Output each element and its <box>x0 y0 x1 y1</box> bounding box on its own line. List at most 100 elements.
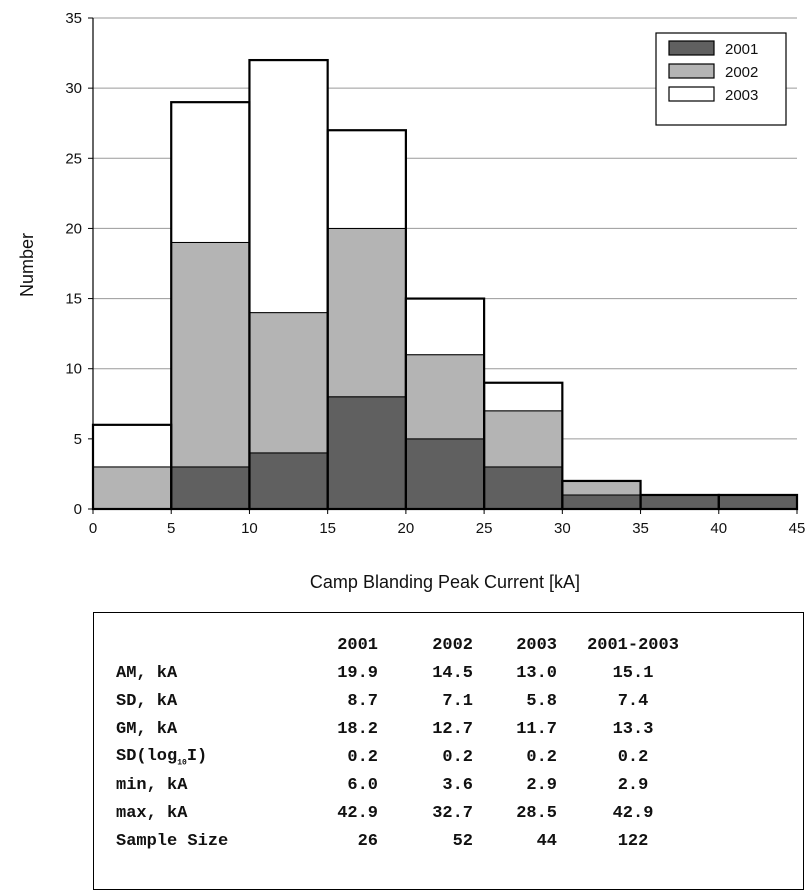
stats-cell-2002: 0.2 <box>442 747 473 767</box>
stats-row-label-text: max, kA <box>116 803 188 823</box>
bar-2001-bin-30-35 <box>561 494 642 510</box>
x-tick-label: 35 <box>632 520 649 537</box>
stats-cell-2001-2003: 7.4 <box>617 691 649 711</box>
bar-2002-bin-5-10 <box>170 241 250 468</box>
bar-2003-bin-10-15 <box>248 59 329 314</box>
stats-cell-2003: 2.9 <box>526 775 557 795</box>
stats-row-label: SD, kA <box>116 687 298 715</box>
stats-cell-2003: 5.8 <box>526 691 557 711</box>
stats-grid: 2001 2002 2003 2001-2003 AM, kA 19.9 14.5 1… <box>116 631 709 855</box>
stats-row-label-subscript: 10 <box>177 758 187 768</box>
stats-cell-2001: 19.9 <box>337 663 378 683</box>
stats-body: AM, kA 19.9 14.5 13.0 15.1 SD, kA 8.7 7.1 5.8 7.4… <box>116 659 709 855</box>
legend-label-2003: 2003 <box>725 87 758 104</box>
stats-cell-2001: 42.9 <box>337 803 378 823</box>
bar-2001-bin-25-30 <box>483 466 563 510</box>
y-tick-labels: 0 5 10 15 20 25 30 35 <box>65 10 82 518</box>
legend-swatch-2002 <box>668 63 715 79</box>
legend-label-2001: 2001 <box>725 41 758 58</box>
stats-cell-2001-2003: 13.3 <box>612 719 654 739</box>
stats-cell-2003: 44 <box>536 831 557 851</box>
stats-cell-2001-2003: 15.1 <box>612 663 654 683</box>
stats-row-label: max, kA <box>116 799 298 827</box>
stats-header-2001: 2001 <box>337 635 378 655</box>
stats-cell-2002: 52 <box>452 831 473 851</box>
x-tick-label: 0 <box>89 520 97 537</box>
bar-2001-bin-20-25 <box>405 438 485 510</box>
stats-cell-2001: 18.2 <box>337 719 378 739</box>
x-tick-labels: 0 5 10 15 20 25 30 35 40 45 <box>89 520 806 537</box>
stats-cell-2001: 0.2 <box>347 747 378 767</box>
stats-cell-2003: 28.5 <box>516 803 557 823</box>
stats-row-label-text: SD(log <box>116 746 178 766</box>
stats-cell-2001-2003: 122 <box>617 831 649 851</box>
y-tick-label: 10 <box>65 361 82 378</box>
x-tick-label: 20 <box>398 520 415 537</box>
legend: 2001 2002 2003 <box>655 32 787 126</box>
stats-row-label: SD(log10I) <box>116 743 298 771</box>
bar-2001-bin-40-45 <box>718 494 798 510</box>
stats-row-label-text: min, kA <box>116 775 188 795</box>
stats-header-row: 2001 2002 2003 2001-2003 <box>116 631 709 659</box>
x-tick-label: 10 <box>241 520 258 537</box>
stats-cell-2003: 11.7 <box>516 719 557 739</box>
stats-cell-2001-2003: 0.2 <box>617 747 649 767</box>
x-tick-label: 40 <box>710 520 727 537</box>
x-tick-label: 30 <box>554 520 571 537</box>
stats-header-all: 2001-2003 <box>587 635 679 655</box>
stats-cell-2002: 12.7 <box>432 719 473 739</box>
y-tick-label: 25 <box>65 150 82 167</box>
stats-cell-2001: 8.7 <box>347 691 378 711</box>
stats-cell-2001: 6.0 <box>347 775 378 795</box>
stats-row-label-text: SD, kA <box>116 691 178 711</box>
stats-row: max, kA 42.9 32.7 28.5 42.9 <box>116 799 709 827</box>
bar-2003-bin-0-5 <box>92 424 172 468</box>
y-axis-title: Number <box>17 233 37 297</box>
bar-2002-bin-30-35 <box>561 480 642 496</box>
stats-row-label: AM, kA <box>116 659 298 687</box>
histogram-chart: 0 5 10 15 20 25 30 35 40 45 0 5 10 15 20 25 30 35 Camp B… <box>17 10 806 592</box>
bar-2003-bin-25-30 <box>483 382 563 412</box>
bar-2003-bin-15-20 <box>327 129 407 229</box>
stats-row: SD, kA 8.7 7.1 5.8 7.4 <box>116 687 709 715</box>
bar-2001-bin-35-40 <box>640 494 720 510</box>
stats-row: Sample Size 26 52 44 122 <box>116 827 709 855</box>
bar-2002-bin-0-5 <box>92 466 172 510</box>
stats-cell-2002: 14.5 <box>432 663 473 683</box>
y-tick-label: 30 <box>65 80 82 97</box>
stats-row-label-text: AM, kA <box>116 663 178 683</box>
x-tick-label: 45 <box>789 520 806 537</box>
bar-2003-bin-20-25 <box>405 298 485 356</box>
bar-2003-bin-5-10 <box>170 101 250 243</box>
stats-cell-2002: 7.1 <box>442 691 473 711</box>
stats-row-label: min, kA <box>116 771 298 799</box>
y-tick-label: 15 <box>65 291 82 308</box>
y-tick-label: 35 <box>65 10 82 27</box>
bar-2002-bin-25-30 <box>483 410 563 468</box>
y-tick-label: 20 <box>65 220 82 237</box>
stats-row: AM, kA 19.9 14.5 13.0 15.1 <box>116 659 709 687</box>
stats-row: SD(log10I) 0.2 0.2 0.2 0.2 <box>116 743 709 771</box>
bar-group <box>92 59 798 510</box>
stats-row-label-end: I) <box>186 746 208 766</box>
legend-swatch-2003 <box>668 86 715 102</box>
x-tick-label: 25 <box>476 520 493 537</box>
bar-2002-bin-10-15 <box>248 312 329 454</box>
legend-label-2002: 2002 <box>725 64 758 81</box>
x-tick-label: 15 <box>319 520 336 537</box>
stats-row-label: Sample Size <box>116 827 298 855</box>
x-tick-label: 5 <box>167 520 175 537</box>
stats-row-label-text: Sample Size <box>116 831 229 851</box>
stats-row: GM, kA 18.2 12.7 11.7 13.3 <box>116 715 709 743</box>
statistics-table: 2001 2002 2003 2001-2003 AM, kA 19.9 14.5 1… <box>93 612 804 890</box>
stats-cell-2002: 32.7 <box>432 803 473 823</box>
y-tick-label: 0 <box>74 501 82 518</box>
legend-swatch-2001 <box>668 40 715 56</box>
stats-cell-2002: 3.6 <box>442 775 473 795</box>
bar-2001-bin-5-10 <box>170 466 250 510</box>
y-tick-label: 5 <box>74 431 82 448</box>
stats-row-label: GM, kA <box>116 715 298 743</box>
stats-header-2002: 2002 <box>432 635 473 655</box>
stats-header-2003: 2003 <box>516 635 557 655</box>
x-axis-title: Camp Blanding Peak Current [kA] <box>310 572 580 592</box>
